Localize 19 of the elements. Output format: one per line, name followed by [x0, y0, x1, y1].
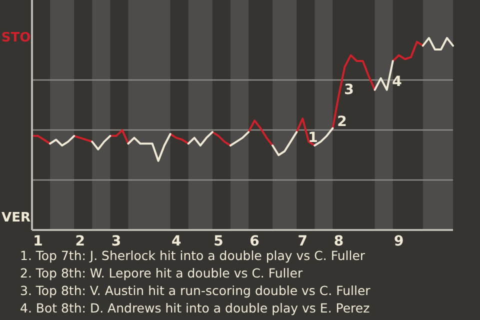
text: 4. Bot 8th: D. Andrews hit into a double play vs E. Perez: [20, 300, 370, 316]
text: 2. Top 8th: W. Lepore hit a double vs C. Fuller: [20, 266, 304, 280]
x-tick-label: 8: [334, 234, 344, 250]
x-tick-label: 7: [298, 234, 308, 250]
x-tick-label: 5: [214, 234, 224, 250]
x-tick-label: 4: [171, 234, 182, 250]
x-tick-label: 9: [394, 234, 404, 250]
annotation: 4: [392, 74, 402, 90]
text: VER: [2, 210, 30, 226]
x-tick-label: 2: [75, 234, 85, 250]
annotation: 3: [344, 82, 354, 98]
text: STO: [1, 30, 31, 46]
x-tick-label: 6: [250, 234, 260, 250]
x-tick-label: 3: [111, 234, 122, 250]
text: 3. Top 8th: V. Austin hit a run-scoring double vs C. Fuller: [20, 283, 372, 298]
annotation: 2: [337, 114, 347, 130]
text: 1. Top 7th: J. Sherlock hit into a double play vs C. Fuller: [20, 248, 366, 263]
annotation: 1: [308, 130, 318, 146]
x-tick-label: 1: [33, 234, 43, 250]
